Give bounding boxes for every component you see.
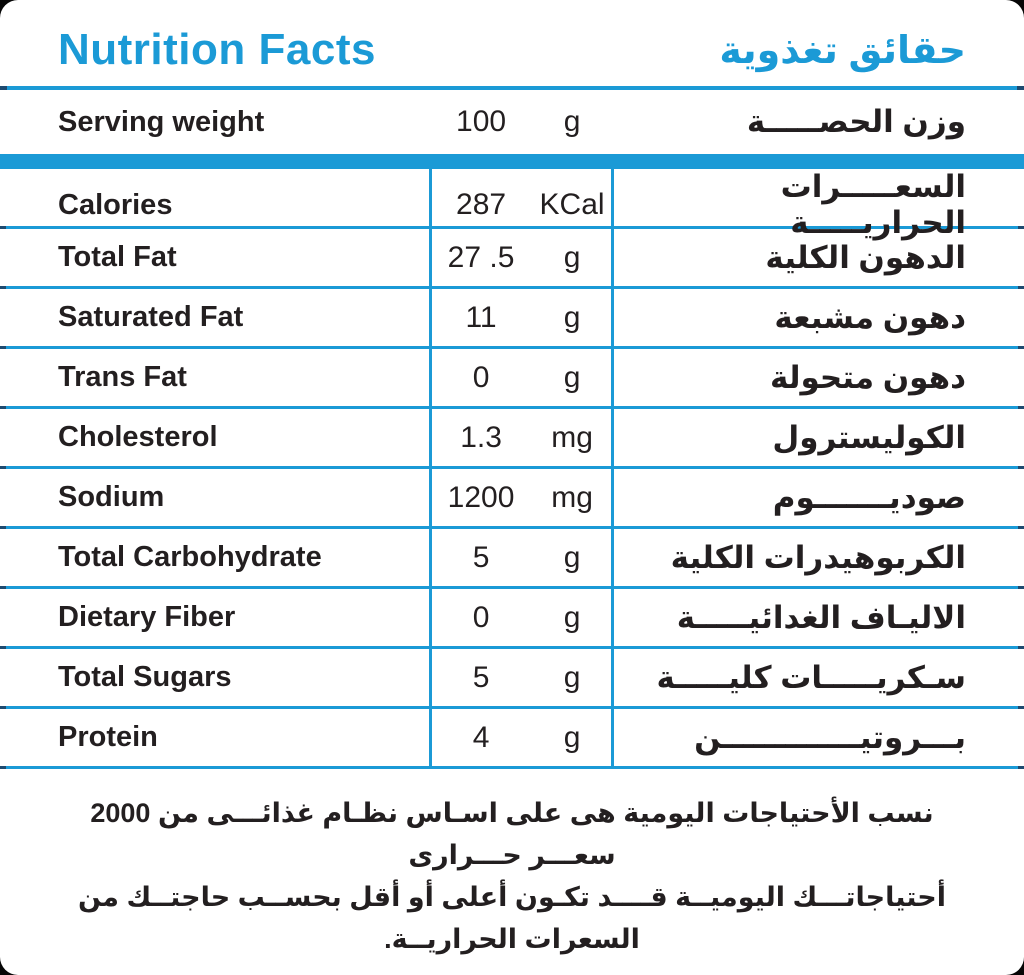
row-value: 0	[472, 600, 490, 634]
table-row: Total Fat 27 .5 g الدهون الكلية	[0, 229, 1024, 286]
row-label-english: Saturated Fat	[58, 301, 244, 333]
row-unit: g	[563, 660, 581, 694]
title-arabic: حقائق تغذوية	[719, 29, 966, 72]
row-label-english: Sodium	[58, 481, 165, 513]
row-value: 11	[465, 300, 497, 334]
row-unit: mg	[551, 480, 593, 514]
row-label-arabic: صوديـــــــوم	[772, 479, 966, 515]
table-row: Sodium 1200 mg صوديـــــــوم	[0, 469, 1024, 526]
table-vertical-line-left	[429, 169, 432, 769]
serving-value-cell: 100 g	[431, 105, 613, 139]
row-label-english: Dietary Fiber	[58, 601, 236, 633]
nutrition-table: Calories 287 KCal السعـــــرات الحراريــ…	[0, 169, 1024, 769]
table-row: Total Carbohydrate 5 g الكربوهيدرات الكل…	[0, 529, 1024, 586]
serving-value: 100	[456, 105, 507, 138]
row-value-cell: 5 g	[431, 541, 613, 575]
row-divider	[0, 466, 1024, 469]
row-value-cell: 4 g	[431, 721, 613, 755]
row-value: 4	[472, 720, 490, 754]
row-label-arabic: بـــروتيـــــــــــــن	[694, 719, 966, 755]
row-divider	[0, 226, 1024, 229]
row-label-english: Trans Fat	[58, 361, 187, 393]
row-value: 287	[456, 188, 507, 221]
row-divider	[0, 766, 1024, 769]
row-value-cell: 1.3 mg	[431, 421, 613, 455]
table-row: Protein 4 g بـــروتيـــــــــــــن	[0, 709, 1024, 766]
row-value: 1.3	[460, 420, 502, 454]
row-value: 27 .5	[447, 240, 515, 274]
row-unit: KCal	[539, 188, 605, 221]
row-label-arabic: الدهون الكلية	[765, 239, 966, 275]
title-english: Nutrition Facts	[58, 25, 376, 74]
row-unit: g	[563, 300, 581, 334]
row-divider	[0, 286, 1024, 289]
row-label-english: Cholesterol	[58, 421, 218, 453]
table-row: Saturated Fat 11 g دهون مشبعة	[0, 289, 1024, 346]
table-row: Calories 287 KCal السعـــــرات الحراريــ…	[0, 169, 1024, 240]
row-divider	[0, 646, 1024, 649]
row-unit: g	[563, 720, 581, 754]
serving-label-english: Serving weight	[58, 105, 265, 138]
table-row: Trans Fat 0 g دهون متحولة	[0, 349, 1024, 406]
row-label-arabic: الاليـاف الغدائيـــــة	[676, 599, 966, 635]
row-unit: g	[563, 240, 581, 274]
serving-weight-row: Serving weight 100 g وزن الحصـــــة	[0, 90, 1024, 154]
row-value-cell: 287 KCal	[431, 188, 613, 222]
table-row: Cholesterol 1.3 mg الكوليسترول	[0, 409, 1024, 466]
row-label-arabic: دهون متحولة	[770, 359, 966, 395]
section-divider-bar	[0, 154, 1024, 169]
row-value-cell: 1200 mg	[431, 481, 613, 515]
row-label-english: Total Sugars	[58, 661, 232, 693]
row-unit: mg	[551, 420, 593, 454]
row-divider	[0, 526, 1024, 529]
row-label-english: Total Fat	[58, 241, 177, 273]
row-divider	[0, 406, 1024, 409]
table-row: Total Sugars 5 g سـكريـــــات كليـــــة	[0, 649, 1024, 706]
row-label-english: Calories	[58, 188, 173, 221]
table-vertical-line-right	[611, 169, 614, 769]
row-divider	[0, 346, 1024, 349]
row-value-cell: 0 g	[431, 601, 613, 635]
row-value: 5	[472, 660, 490, 694]
row-label-arabic: الكربوهيدرات الكلية	[670, 539, 966, 575]
row-label-arabic: دهون مشبعة	[774, 299, 966, 335]
row-unit: g	[563, 360, 581, 394]
label-header: Nutrition Facts حقائق تغذوية	[0, 0, 1024, 86]
row-label-arabic: السعـــــرات الحراريـــــة	[780, 169, 966, 240]
row-value: 1200	[447, 480, 515, 514]
row-label-english: Protein	[58, 721, 158, 753]
row-label-arabic: سـكريـــــات كليـــــة	[656, 659, 966, 695]
row-value: 0	[472, 360, 490, 394]
serving-label-arabic: وزن الحصـــــة	[746, 104, 966, 139]
row-value-cell: 27 .5 g	[431, 241, 613, 275]
row-divider	[0, 706, 1024, 709]
row-label-english: Total Carbohydrate	[58, 541, 322, 573]
table-row: Dietary Fiber 0 g الاليـاف الغدائيـــــة	[0, 589, 1024, 646]
row-value: 5	[472, 540, 490, 574]
row-label-arabic: الكوليسترول	[772, 419, 966, 455]
row-value-cell: 0 g	[431, 361, 613, 395]
row-divider	[0, 586, 1024, 589]
serving-unit: g	[563, 105, 581, 138]
header-divider	[0, 86, 1024, 90]
row-value-cell: 11 g	[431, 301, 613, 335]
row-value-cell: 5 g	[431, 661, 613, 695]
row-unit: g	[563, 600, 581, 634]
footer-note-arabic: نسب الأحتياجات اليومية هى على اسـاس نظـا…	[77, 798, 947, 954]
row-unit: g	[563, 540, 581, 574]
